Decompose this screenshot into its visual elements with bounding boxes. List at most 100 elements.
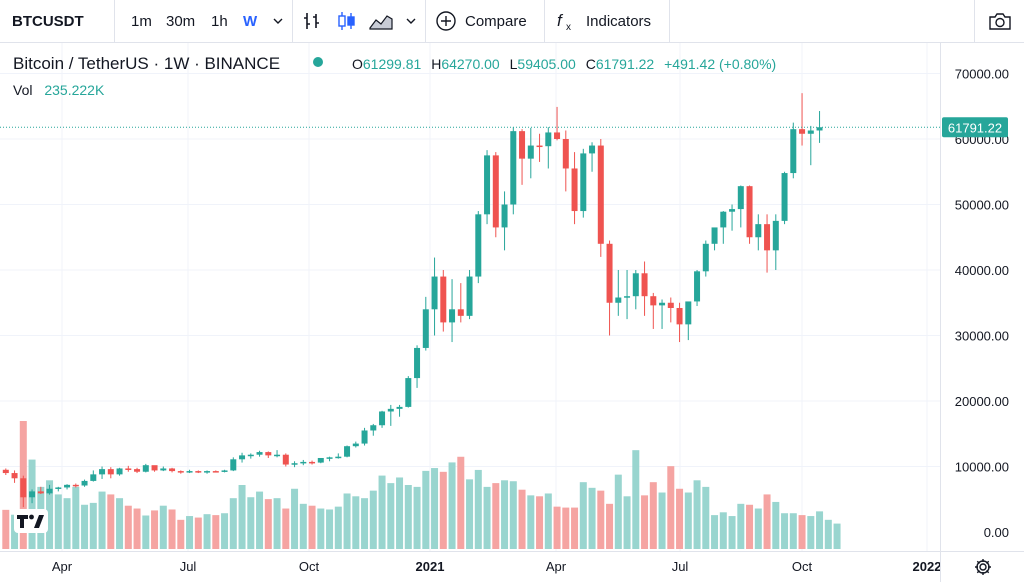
area-style-button[interactable] [368, 0, 394, 42]
toolbar-divider [974, 0, 975, 42]
candle-body [151, 465, 158, 471]
chart-pane[interactable] [0, 43, 940, 551]
candle-body [344, 446, 351, 457]
price-tick-label: 20000.00 [955, 394, 1009, 409]
candle-body [37, 491, 44, 494]
toolbar-divider [669, 0, 670, 42]
candle-body [247, 454, 254, 457]
candle-body [527, 145, 534, 159]
plus-circle-icon [436, 11, 456, 31]
candle-body [816, 127, 823, 131]
legend: Bitcoin / TetherUS · 1W · BINANCE O61299… [0, 46, 940, 106]
price-tick-label: 30000.00 [955, 329, 1009, 344]
candle-body [772, 220, 779, 251]
symbol-name: BTCUSDT [12, 12, 84, 30]
volume-bar [772, 501, 780, 549]
volume-bar [553, 506, 561, 549]
volume-bar [474, 469, 482, 549]
price-axis[interactable]: 70000.00 60000.00 50000.00 40000.00 30000.00… [940, 43, 1024, 551]
candle-body [379, 411, 386, 426]
candle-body [90, 474, 97, 481]
candle-body [589, 145, 596, 154]
candle-body [790, 129, 797, 174]
market-status-dot[interactable] [313, 57, 323, 67]
interval-1h-button[interactable]: 1h [211, 0, 228, 42]
volume-bar [186, 516, 194, 549]
svg-text:x: x [566, 22, 571, 32]
candle-body [169, 468, 176, 472]
volume-bar [483, 486, 491, 549]
indicators-button[interactable]: f x Indicators [556, 0, 651, 42]
compare-button[interactable]: Compare [435, 0, 527, 42]
volume-bar [422, 470, 430, 549]
candle-body [204, 471, 211, 473]
toolbar-divider [292, 0, 293, 42]
chevron-down-icon [273, 18, 283, 24]
candles-style-button[interactable] [336, 0, 358, 42]
volume-bar [256, 491, 264, 549]
candle-body [554, 132, 561, 139]
bar-style-button[interactable] [302, 0, 324, 42]
candle-body [431, 276, 438, 310]
price-tick-label: 50000.00 [955, 198, 1009, 213]
candle-body [99, 469, 106, 475]
interval-1m-button[interactable]: 1m [131, 0, 152, 42]
close-label: C [585, 56, 596, 72]
volume-bar [229, 498, 237, 549]
volume-bar [98, 491, 106, 549]
volume-bar [133, 508, 141, 549]
volume-bar [798, 515, 806, 549]
last-price-label: 61791.22 [948, 120, 1002, 135]
candle-body [545, 132, 552, 147]
candle-body [737, 186, 744, 210]
candle-body [729, 209, 736, 212]
candle-body [125, 468, 132, 470]
candle-body [2, 469, 9, 474]
interval-w-button[interactable]: W [243, 0, 257, 42]
candle-body [659, 302, 666, 306]
volume-value: 235.222K [44, 82, 105, 98]
candle-body [650, 296, 657, 306]
volume-bar [151, 510, 159, 549]
candle-body [764, 224, 771, 251]
interval-1h-label: 1h [211, 12, 228, 30]
chart-settings-button[interactable] [940, 551, 1024, 582]
candle-body [282, 454, 289, 465]
candle-body [457, 309, 464, 316]
volume-bar [702, 486, 710, 549]
candle-body [265, 452, 272, 456]
candle-body [632, 273, 639, 297]
candle-body [352, 443, 359, 447]
candle-body [239, 455, 246, 460]
screenshot-button[interactable] [987, 0, 1013, 42]
volume-bar [641, 495, 649, 549]
volume-bar [439, 471, 447, 549]
bars-icon [304, 13, 319, 29]
symbol-search[interactable]: BTCUSDT [12, 0, 84, 42]
candle-body [195, 471, 202, 473]
interval-30m-button[interactable]: 30m [166, 0, 195, 42]
ohlc-values: O61299.81 H64270.00 L59405.00 C61791.22 … [352, 56, 776, 72]
toolbar-divider [544, 0, 545, 42]
volume-bar [789, 513, 797, 549]
candle-body [55, 487, 62, 489]
candle-body [212, 471, 219, 473]
volume-bar [299, 503, 307, 549]
volume-bar [431, 468, 439, 549]
volume-bar [536, 496, 544, 549]
volume-bar [142, 515, 150, 549]
time-tick-label: Jul [180, 559, 197, 574]
chevron-down-icon [406, 18, 416, 24]
last-price-tag [942, 117, 1008, 138]
area-chart-icon [369, 15, 393, 30]
volume-bar [81, 504, 89, 549]
toolbar-divider [114, 0, 115, 42]
volume-bar [413, 486, 421, 549]
time-tick-label: Oct [299, 559, 320, 574]
candle-body [317, 457, 324, 463]
chart-style-dropdown[interactable] [405, 0, 417, 42]
interval-dropdown[interactable] [272, 0, 284, 42]
volume-bar [606, 503, 614, 549]
time-axis[interactable]: Apr Jul Oct 2021 Apr Jul Oct 2022 [0, 551, 941, 582]
candle-body [492, 155, 499, 228]
